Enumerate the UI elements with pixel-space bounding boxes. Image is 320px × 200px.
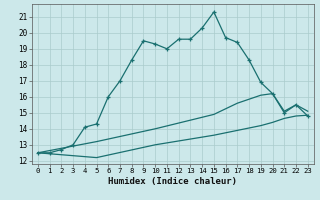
X-axis label: Humidex (Indice chaleur): Humidex (Indice chaleur) <box>108 177 237 186</box>
